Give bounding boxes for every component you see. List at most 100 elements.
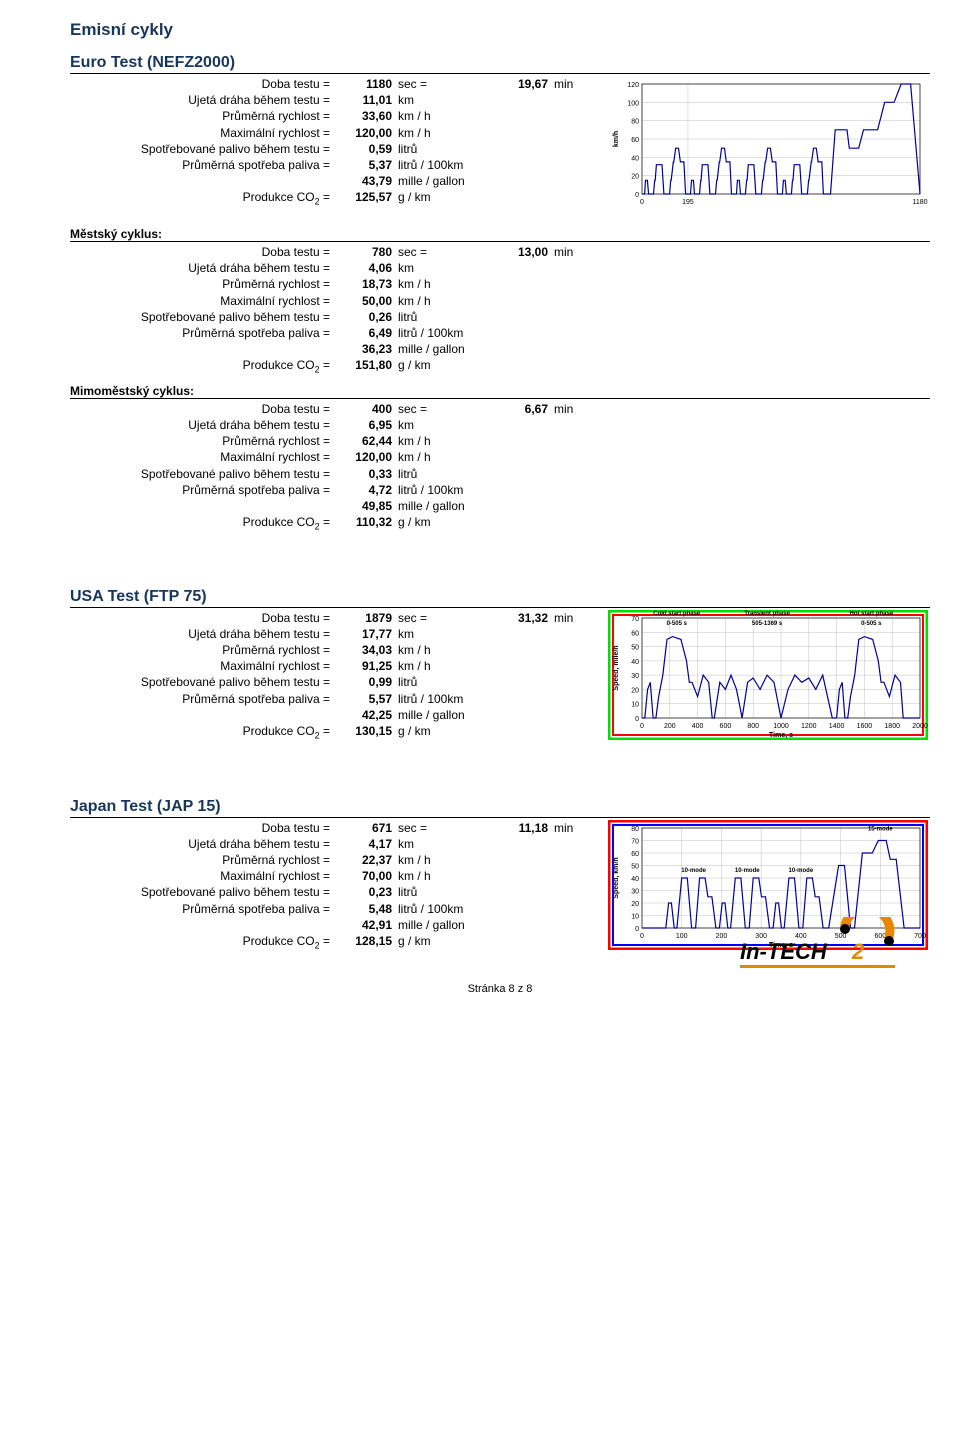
data-value: 0,26: [334, 309, 398, 325]
data-unit: km / h: [398, 293, 488, 309]
svg-text:Hot start phase: Hot start phase: [850, 611, 894, 617]
data-extra-unit: min: [554, 76, 594, 92]
data-row: 49,85mille / gallon: [120, 498, 930, 514]
data-value: 62,44: [334, 433, 398, 449]
data-unit: km / h: [398, 658, 488, 674]
svg-text:1000: 1000: [773, 723, 789, 730]
data-row: Spotřebované palivo během testu =0,59lit…: [120, 141, 594, 157]
svg-text:20: 20: [631, 174, 639, 181]
svg-text:0: 0: [640, 723, 644, 730]
data-unit: mille / gallon: [398, 707, 488, 723]
data-unit: litrů / 100km: [398, 482, 488, 498]
data-label: [120, 173, 334, 189]
data-unit: km: [398, 260, 488, 276]
data-label: Ujetá dráha během testu =: [120, 626, 334, 642]
svg-text:70: 70: [631, 838, 639, 845]
data-row: Ujetá dráha během testu =6,95km: [120, 417, 930, 433]
data-label: Produkce CO2 =: [120, 357, 334, 376]
data-extra-unit: min: [554, 401, 594, 417]
svg-text:10: 10: [631, 913, 639, 920]
svg-text:Transient phase: Transient phase: [744, 611, 790, 617]
svg-text:70: 70: [631, 616, 639, 623]
data-label: Produkce CO2 =: [120, 514, 334, 533]
data-row: Spotřebované palivo během testu =0,33lit…: [120, 466, 930, 482]
data-row: Průměrná spotřeba paliva =4,72litrů / 10…: [120, 482, 930, 498]
data-value: 5,57: [334, 691, 398, 707]
data-value: 33,60: [334, 108, 398, 124]
data-row: 42,91mille / gallon: [120, 917, 594, 933]
svg-text:600: 600: [720, 723, 732, 730]
section: USA Test (FTP 75)Doba testu =1879sec =31…: [70, 588, 930, 743]
data-extra: 6,67: [488, 401, 554, 417]
data-row: 36,23mille / gallon: [120, 341, 930, 357]
data-value: 17,77: [334, 626, 398, 642]
data-value: 0,33: [334, 466, 398, 482]
data-value: 5,37: [334, 157, 398, 173]
data-label: Spotřebované palivo během testu =: [120, 466, 334, 482]
data-column: Doba testu =671sec =11,18minUjetá dráha …: [70, 820, 594, 952]
svg-text:1200: 1200: [801, 723, 817, 730]
svg-text:60: 60: [631, 137, 639, 144]
data-value: 110,32: [334, 514, 398, 533]
data-value: 6,49: [334, 325, 398, 341]
data-unit: sec =: [398, 244, 488, 260]
data-label: Průměrná spotřeba paliva =: [120, 157, 334, 173]
data-column: Doba testu =780sec =13,00minUjetá dráha …: [70, 244, 930, 376]
data-row: Ujetá dráha během testu =4,06km: [120, 260, 930, 276]
section-title: USA Test (FTP 75): [70, 588, 207, 607]
svg-text:0: 0: [635, 192, 639, 199]
data-row: Maximální rychlost =70,00km / h: [120, 868, 594, 884]
svg-text:100: 100: [627, 100, 639, 107]
data-unit: km / h: [398, 276, 488, 292]
data-row: Průměrná spotřeba paliva =6,49litrů / 10…: [120, 325, 930, 341]
data-row: Doba testu =780sec =13,00min: [120, 244, 930, 260]
data-unit: g / km: [398, 933, 488, 952]
svg-text:40: 40: [631, 876, 639, 883]
svg-text:10-mode: 10-mode: [735, 867, 760, 873]
svg-text:40: 40: [631, 155, 639, 162]
data-label: [120, 917, 334, 933]
data-label: Průměrná rychlost =: [120, 852, 334, 868]
data-unit: km / h: [398, 868, 488, 884]
data-row: Doba testu =400sec =6,67min: [120, 401, 930, 417]
data-value: 91,25: [334, 658, 398, 674]
data-extra: 13,00: [488, 244, 554, 260]
data-label: Průměrná rychlost =: [120, 642, 334, 658]
data-value: 5,48: [334, 901, 398, 917]
data-row: Produkce CO2 =130,15g / km: [120, 723, 594, 742]
svg-text:km/h: km/h: [613, 131, 620, 147]
svg-text:1600: 1600: [857, 723, 873, 730]
data-row: Průměrná spotřeba paliva =5,57litrů / 10…: [120, 691, 594, 707]
data-label: Spotřebované palivo během testu =: [120, 309, 334, 325]
data-row: Ujetá dráha během testu =17,77km: [120, 626, 594, 642]
data-unit: km: [398, 836, 488, 852]
data-value: 400: [334, 401, 398, 417]
svg-text:0-505 s: 0-505 s: [861, 621, 882, 627]
data-row: Doba testu =1180sec =19,67min: [120, 76, 594, 92]
data-unit: litrů: [398, 309, 488, 325]
data-label: [120, 341, 334, 357]
data-unit: km / h: [398, 852, 488, 868]
data-label: Spotřebované palivo během testu =: [120, 884, 334, 900]
data-label: Průměrná rychlost =: [120, 276, 334, 292]
data-unit: km: [398, 626, 488, 642]
data-row: Ujetá dráha během testu =11,01km: [120, 92, 594, 108]
data-row: Spotřebované palivo během testu =0,23lit…: [120, 884, 594, 900]
data-label: Průměrná spotřeba paliva =: [120, 482, 334, 498]
data-label: Maximální rychlost =: [120, 125, 334, 141]
data-value: 780: [334, 244, 398, 260]
svg-text:15-mode: 15-mode: [868, 826, 893, 832]
svg-text:0-505 s: 0-505 s: [667, 621, 688, 627]
svg-text:50: 50: [631, 863, 639, 870]
chart-holder: 02040608010012001951180km/h: [608, 76, 928, 219]
data-label: Produkce CO2 =: [120, 723, 334, 742]
data-unit: mille / gallon: [398, 173, 488, 189]
data-unit: km / h: [398, 642, 488, 658]
data-value: 49,85: [334, 498, 398, 514]
svg-text:1800: 1800: [884, 723, 900, 730]
svg-text:2: 2: [851, 939, 865, 964]
data-unit: litrů: [398, 674, 488, 690]
data-value: 4,06: [334, 260, 398, 276]
data-label: Ujetá dráha během testu =: [120, 260, 334, 276]
data-unit: litrů / 100km: [398, 901, 488, 917]
